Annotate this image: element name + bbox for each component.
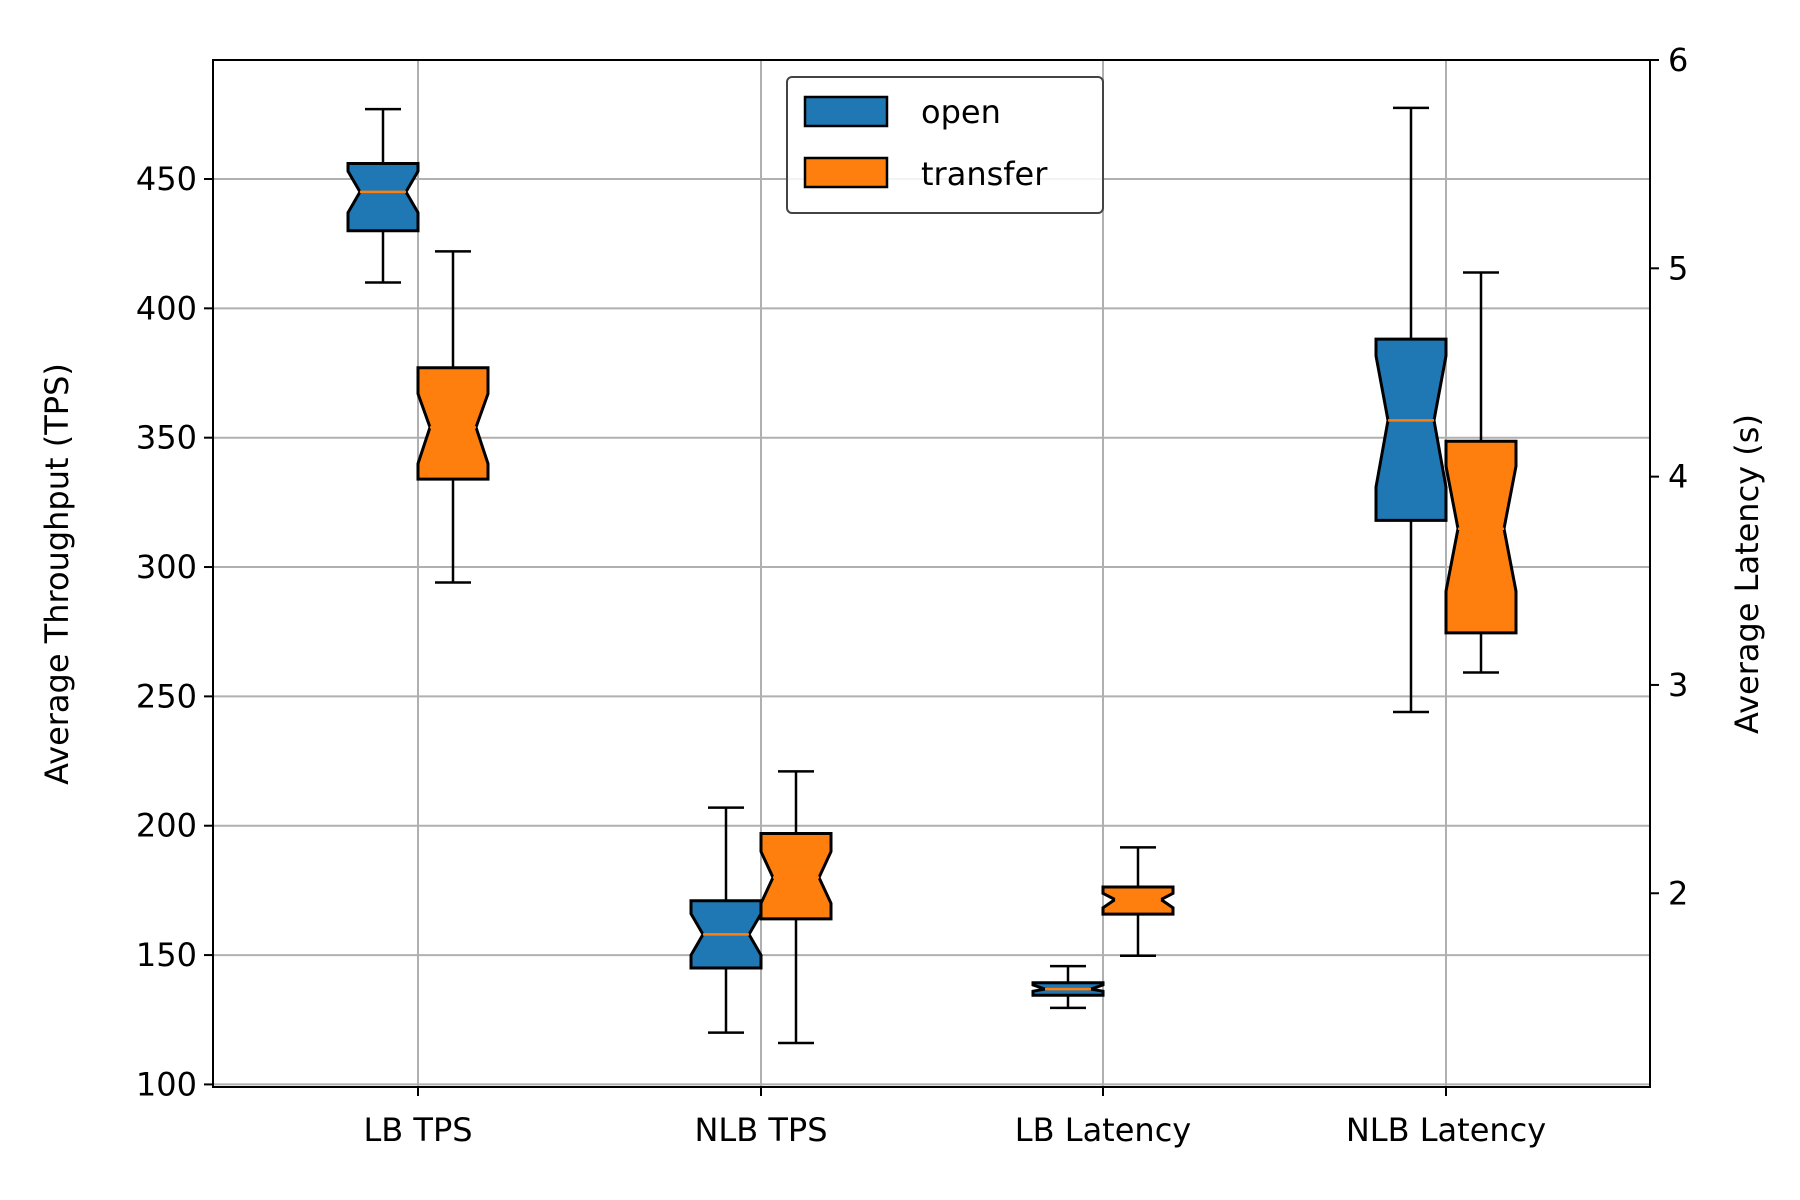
- box-open: [1374, 337, 1448, 522]
- y-left-tick-label: 400: [136, 289, 197, 327]
- y-axis-left-label: Average Throughput (TPS): [38, 363, 76, 785]
- axis-ticks: LB TPS NLB TPS LB Latency NLB Latency 100 150…: [136, 41, 1688, 1149]
- legend: open transfer: [786, 76, 1104, 214]
- grid: [213, 60, 1650, 1087]
- y-right-tick-label: 6: [1668, 41, 1688, 79]
- box-open: [346, 162, 420, 233]
- x-tick-label: NLB Latency: [1346, 1111, 1546, 1149]
- x-tick-label: LB TPS: [363, 1111, 472, 1149]
- y-left-tick-label: 350: [136, 419, 197, 457]
- box-transfer: [1444, 439, 1518, 635]
- legend-label-transfer: transfer: [921, 155, 1048, 193]
- x-tick-label: NLB TPS: [694, 1111, 827, 1149]
- box-transfer: [416, 366, 490, 481]
- y-left-tick-label: 250: [136, 677, 197, 715]
- y-right-tick-label: 2: [1668, 874, 1688, 912]
- y-axis-right-label: Average Latency (s): [1728, 414, 1766, 734]
- box-series: [346, 106, 1518, 1045]
- y-left-tick-label: 200: [136, 807, 197, 845]
- legend-swatch-open: [803, 95, 889, 128]
- y-left-tick-label: 450: [136, 160, 197, 198]
- y-left-tick-label: 300: [136, 548, 197, 586]
- y-right-tick-label: 4: [1668, 458, 1688, 496]
- y-right-tick-label: 3: [1668, 666, 1688, 704]
- x-tick-label: LB Latency: [1015, 1111, 1191, 1149]
- plot-frame: [212, 59, 1651, 1088]
- y-right-tick-label: 5: [1668, 249, 1688, 287]
- y-left-tick-label: 100: [136, 1065, 197, 1103]
- box-transfer: [759, 832, 833, 921]
- legend-swatch-transfer: [803, 156, 889, 189]
- y-left-tick-label: 150: [136, 936, 197, 974]
- legend-label-open: open: [921, 93, 1001, 131]
